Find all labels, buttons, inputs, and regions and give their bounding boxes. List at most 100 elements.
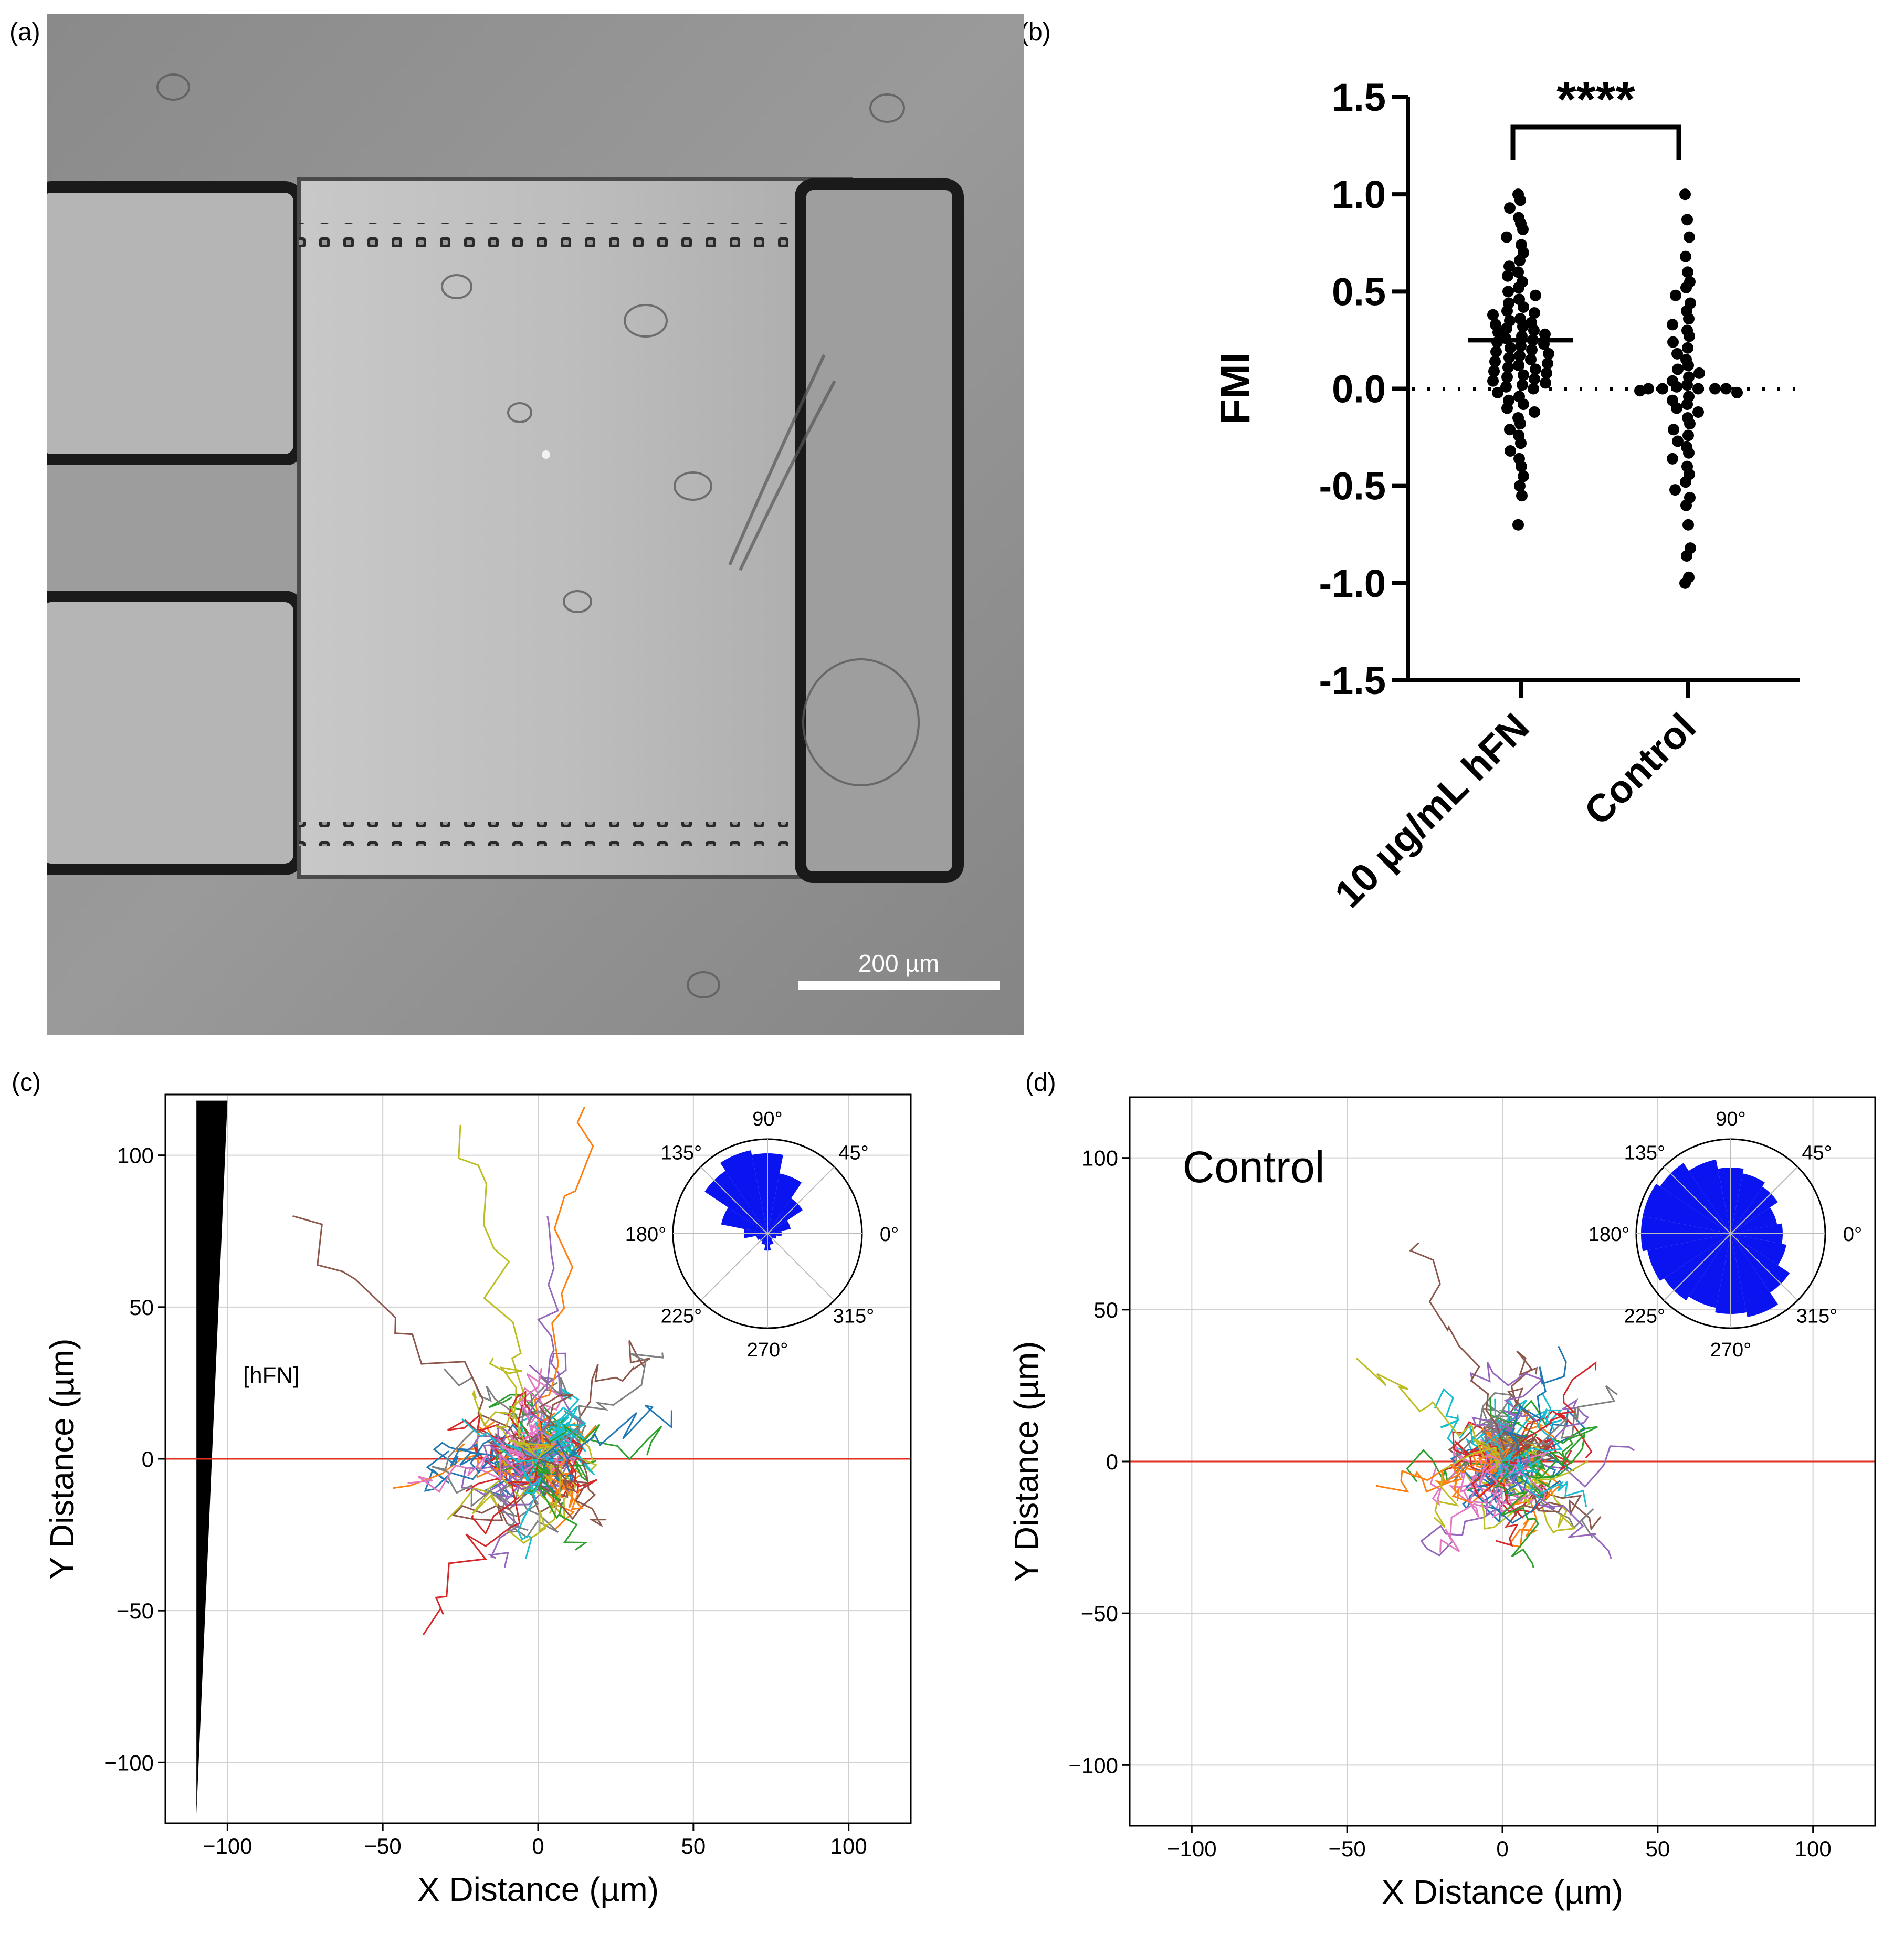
fmi-data-point <box>1720 383 1732 395</box>
rose-angle-label: 45° <box>1802 1142 1832 1164</box>
fmi-data-point <box>1671 381 1682 393</box>
fmi-data-point <box>1526 344 1538 356</box>
rose-bin <box>767 1173 802 1234</box>
cell-track <box>517 1458 543 1560</box>
y-axis-label: Y Distance (µm) <box>1007 1341 1045 1582</box>
y-tick-label: −100 <box>104 1750 154 1775</box>
control-annotation: Control <box>1183 1142 1325 1192</box>
rose-bin <box>721 1207 767 1234</box>
y-tick-label: 1.0 <box>1332 173 1386 216</box>
cell-track <box>1502 1408 1563 1463</box>
cell-track <box>1502 1432 1586 1478</box>
fmi-data-point <box>1672 435 1684 447</box>
fmi-data-point <box>1501 402 1513 414</box>
x-axis-ticks: −100 −50 0 50 100 <box>1167 1826 1832 1861</box>
fmi-data-point <box>1670 289 1681 301</box>
rose-bin <box>767 1234 777 1239</box>
cell-track <box>407 1453 543 1493</box>
fmi-data-point <box>1500 381 1512 393</box>
fmi-data-point <box>1515 340 1527 352</box>
cell-track <box>1502 1345 1567 1465</box>
data-points <box>1487 188 1743 589</box>
fmi-data-point <box>1492 386 1503 398</box>
fmi-data-point <box>1684 330 1695 342</box>
panel-label-c: (c) <box>12 1069 41 1097</box>
x-axis-ticks: 10 µg/mL hFN Control <box>1326 680 1704 916</box>
cell-track <box>431 1428 539 1508</box>
scale-bar-label: 200 µm <box>858 950 939 977</box>
y-axis-label: Y Distance (µm) <box>43 1339 81 1580</box>
x-tick-label: 50 <box>681 1834 706 1858</box>
fmi-data-point <box>1681 398 1693 411</box>
cell-track <box>517 1367 563 1460</box>
rose-angle-label: 0° <box>880 1224 899 1246</box>
x-tick-label: −100 <box>203 1834 253 1858</box>
fmi-data-point <box>1515 437 1527 449</box>
y-axis-ticks: 100 50 0 −50 −100 <box>104 1143 165 1775</box>
fmi-data-point <box>1731 386 1743 398</box>
cell-track <box>524 1406 587 1468</box>
fmi-data-point <box>1502 286 1514 298</box>
cell-track <box>1409 1242 1508 1462</box>
rose-spoke <box>767 1166 835 1234</box>
fmi-data-point <box>1487 309 1499 321</box>
fmi-data-point <box>1667 453 1678 465</box>
fmi-data-point <box>1529 373 1540 385</box>
rose-bin <box>720 1150 767 1234</box>
rose-bin <box>1647 1234 1731 1281</box>
y-tick-label: −100 <box>1068 1753 1118 1778</box>
rose-bin <box>1731 1207 1777 1234</box>
fmi-data-point <box>1487 375 1499 387</box>
fmi-data-point <box>1489 355 1501 367</box>
cell-track <box>523 1216 559 1460</box>
fmi-data-point <box>1517 223 1529 235</box>
x-tick-label: 10 µg/mL hFN <box>1326 705 1537 916</box>
fmi-data-point <box>1682 360 1694 372</box>
fmi-data-point <box>1513 360 1524 372</box>
cell-track <box>1433 1439 1508 1528</box>
x-tick-label: 0 <box>532 1834 544 1858</box>
fmi-data-point <box>1512 519 1524 531</box>
y-tick-label: 0.0 <box>1332 367 1386 411</box>
rose-angle-label: 135° <box>1624 1142 1666 1164</box>
rose-angle-label: 90° <box>752 1108 782 1130</box>
cell-track <box>538 1404 672 1460</box>
fmi-data-point <box>1503 260 1515 272</box>
rose-angle-label: 180° <box>625 1224 667 1246</box>
fmi-data-point <box>1684 418 1696 430</box>
fmi-data-point <box>1693 367 1705 379</box>
cell-track <box>1502 1361 1597 1464</box>
fmi-data-point <box>1514 480 1526 492</box>
fmi-data-point <box>1679 188 1691 201</box>
gradient-wedge <box>196 1100 228 1814</box>
cell-track <box>1465 1460 1563 1524</box>
cell-tracks <box>1355 1242 1635 1568</box>
x-tick-label: Control <box>1576 705 1705 834</box>
x-tick-label: 0 <box>1496 1836 1508 1861</box>
rose-spoke <box>767 1233 835 1301</box>
rose-bin <box>756 1234 767 1240</box>
fmi-data-point <box>1502 361 1514 373</box>
fmi-data-point <box>1530 289 1541 301</box>
fmi-data-point <box>1667 319 1678 331</box>
rose-bin <box>1731 1234 1786 1266</box>
fmi-data-point <box>1679 577 1691 589</box>
cell-track <box>422 1458 539 1636</box>
microscope-image: 200 µm <box>47 14 1024 1035</box>
cell-track <box>1501 1426 1598 1501</box>
fmi-data-point <box>1681 550 1692 562</box>
fmi-data-point <box>1683 447 1695 459</box>
fmi-data-point <box>1541 367 1552 379</box>
cell-tracks <box>292 1106 672 1636</box>
rose-spoke <box>1730 1233 1798 1301</box>
fmi-data-point <box>1692 383 1704 395</box>
y-axis-ticks: 100 50 0 −50 −100 <box>1068 1146 1130 1778</box>
trajectory-plot-control: −100 −50 0 50 100 100 50 0 −50 −100 X Distance (… <box>1007 1096 1876 1911</box>
y-axis-label: FMI <box>1212 352 1258 425</box>
rose-bin <box>1688 1159 1731 1234</box>
cell-track <box>461 1418 551 1463</box>
rose-angle-label: 135° <box>661 1142 702 1164</box>
x-axis-ticks: −100 −50 0 50 100 <box>203 1823 867 1858</box>
cell-track <box>489 1358 539 1460</box>
panel-label-b: (b) <box>1020 18 1051 46</box>
